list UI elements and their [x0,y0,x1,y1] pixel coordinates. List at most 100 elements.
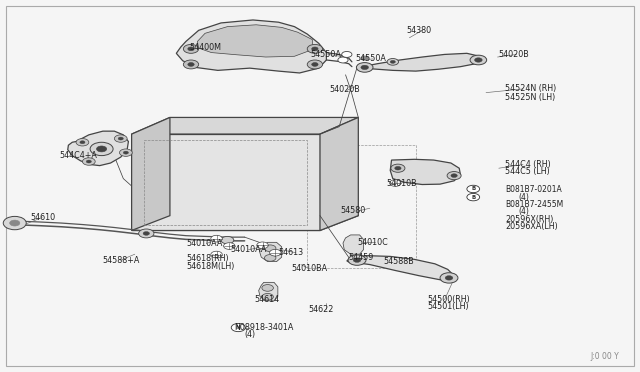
Text: 54588B: 54588B [384,257,415,266]
Polygon shape [197,25,312,57]
Circle shape [474,58,482,62]
Circle shape [467,185,479,193]
Polygon shape [343,235,364,254]
Text: N08918-3401A: N08918-3401A [234,323,293,332]
Text: 54010B: 54010B [387,179,417,187]
Text: 54580: 54580 [340,206,365,215]
Text: 544C4 (RH): 544C4 (RH) [505,160,551,169]
Polygon shape [357,53,483,71]
Circle shape [139,229,154,238]
Circle shape [361,56,369,60]
Text: 54010AA: 54010AA [230,245,267,254]
Circle shape [269,249,281,256]
Text: 20596XA(LH): 20596XA(LH) [505,222,558,231]
Text: B: B [471,195,476,200]
Text: 54614: 54614 [255,295,280,304]
Polygon shape [68,131,129,166]
Text: 54020B: 54020B [330,85,360,94]
Circle shape [188,62,194,66]
Text: (4): (4) [518,208,529,217]
Circle shape [312,47,318,51]
Text: 544C5 (LH): 544C5 (LH) [505,167,550,176]
Text: 54010BA: 54010BA [291,264,328,273]
Text: 54610: 54610 [30,213,55,222]
Text: 54459: 54459 [349,253,374,262]
Circle shape [391,164,405,172]
Circle shape [451,174,458,177]
Circle shape [83,158,95,165]
Text: 54622: 54622 [308,305,334,314]
Text: N: N [236,325,241,330]
Circle shape [183,60,198,69]
Circle shape [387,58,399,65]
Polygon shape [347,256,454,282]
Text: 54400M: 54400M [189,42,221,51]
Circle shape [307,60,323,69]
Circle shape [76,138,89,146]
Circle shape [390,180,401,186]
Circle shape [264,254,276,261]
Circle shape [80,141,85,144]
Text: B: B [471,186,476,192]
Text: J:0 00 Y: J:0 00 Y [590,352,619,361]
Text: 54618(RH): 54618(RH) [186,254,228,263]
Text: 54524N (RH): 54524N (RH) [505,84,556,93]
Circle shape [445,276,453,280]
Circle shape [348,255,366,265]
Text: 54550A: 54550A [355,54,386,62]
Polygon shape [132,118,170,231]
Circle shape [211,251,222,258]
Circle shape [353,258,361,262]
Polygon shape [132,216,358,231]
Circle shape [264,245,276,251]
Text: 54020B: 54020B [499,50,529,59]
Circle shape [118,137,124,140]
Circle shape [188,47,194,51]
Circle shape [115,135,127,142]
Polygon shape [390,159,461,185]
Text: 54550A: 54550A [310,50,341,59]
Circle shape [470,55,486,65]
Circle shape [223,243,235,249]
Circle shape [211,235,222,242]
Circle shape [97,146,107,152]
Text: 20596X(RH): 20596X(RH) [505,215,554,224]
Text: (4): (4) [244,330,255,340]
Circle shape [312,62,318,66]
Circle shape [231,324,245,332]
Circle shape [257,242,268,248]
Circle shape [356,62,373,72]
Polygon shape [132,134,320,231]
Text: 54613: 54613 [278,248,303,257]
Text: (4): (4) [518,193,529,202]
Circle shape [183,44,198,53]
Polygon shape [176,20,326,73]
Circle shape [440,273,458,283]
Circle shape [90,142,113,155]
Circle shape [307,44,323,53]
Text: 54500(RH): 54500(RH) [428,295,470,304]
Circle shape [390,60,396,63]
Circle shape [361,65,369,70]
Text: 54525N (LH): 54525N (LH) [505,93,556,102]
Text: 54380: 54380 [406,26,431,35]
Text: 54010C: 54010C [357,238,388,247]
Text: 54618M(LH): 54618M(LH) [186,262,234,270]
Circle shape [124,151,129,154]
Circle shape [262,294,273,300]
Polygon shape [320,118,358,231]
Text: 54501(LH): 54501(LH) [428,302,469,311]
Circle shape [10,220,20,226]
Circle shape [143,232,150,235]
Polygon shape [259,242,282,262]
Circle shape [467,193,479,201]
Circle shape [86,160,92,163]
Circle shape [395,166,401,170]
Circle shape [342,51,352,57]
Circle shape [120,149,132,156]
Text: 54588+A: 54588+A [103,256,140,264]
Text: B081B7-2455M: B081B7-2455M [505,200,563,209]
Circle shape [447,171,461,180]
Text: 544C4+A: 544C4+A [60,151,97,160]
Circle shape [338,57,348,63]
